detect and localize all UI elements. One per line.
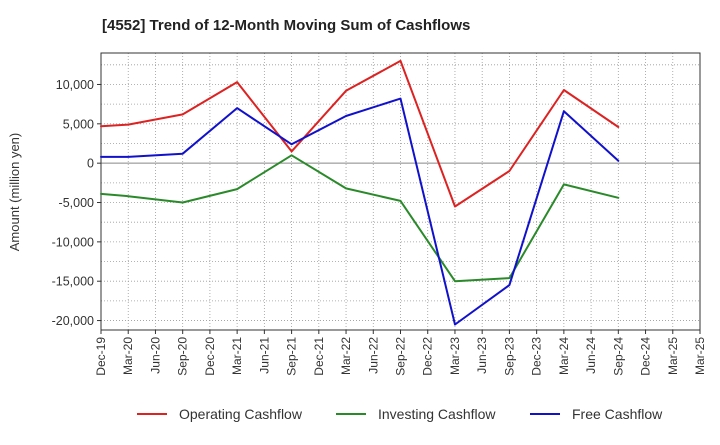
series-line-operating-cashflow bbox=[100, 59, 620, 208]
x-tick-label: Jun-23 bbox=[475, 337, 489, 374]
y-tick-label: 5,000 bbox=[63, 117, 94, 131]
legend-label: Operating Cashflow bbox=[179, 406, 303, 422]
x-tick-label: Dec-20 bbox=[203, 337, 217, 376]
legend-label: Free Cashflow bbox=[572, 406, 663, 422]
x-tick-label: Mar-24 bbox=[557, 337, 571, 375]
y-tick-label: 0 bbox=[87, 157, 94, 171]
chart-title: [4552] Trend of 12-Month Moving Sum of C… bbox=[102, 17, 470, 34]
x-tick-label: Jun-21 bbox=[257, 337, 271, 374]
x-tick-label: Mar-21 bbox=[230, 337, 244, 375]
x-tick-label: Dec-22 bbox=[421, 337, 435, 376]
x-tick-label: Sep-23 bbox=[502, 337, 516, 376]
x-tick-label: Dec-23 bbox=[530, 337, 544, 376]
x-tick-label: Mar-25 bbox=[693, 337, 707, 375]
y-axis-label: Amount (million yen) bbox=[7, 133, 22, 252]
y-tick-label: -5,000 bbox=[59, 196, 94, 210]
y-tick-label: 10,000 bbox=[56, 78, 94, 92]
plot-area: 10,0005,0000-5,000-10,000-15,000-20,000D… bbox=[52, 52, 707, 376]
x-tick-label: Jun-20 bbox=[148, 337, 162, 374]
legend: Operating Cashflow Investing Cashflow Free… bbox=[137, 406, 663, 422]
x-tick-label: Mar-22 bbox=[339, 337, 353, 375]
x-tick-label: Jun-22 bbox=[366, 337, 380, 374]
x-tick-label: Sep-20 bbox=[176, 337, 190, 376]
y-tick-label: -20,000 bbox=[52, 314, 94, 328]
x-tick-label: Sep-22 bbox=[394, 337, 408, 376]
x-tick-label: Dec-21 bbox=[312, 337, 326, 376]
x-tick-label: Jun-24 bbox=[584, 337, 598, 374]
y-tick-label: -15,000 bbox=[52, 275, 94, 289]
legend-label: Investing Cashflow bbox=[378, 406, 496, 422]
y-tick-label: -10,000 bbox=[52, 235, 94, 249]
x-tick-label: Dec-19 bbox=[94, 337, 108, 376]
x-tick-label: Sep-24 bbox=[611, 337, 625, 376]
series-line-investing-cashflow bbox=[100, 154, 620, 283]
x-tick-label: Mar-25 bbox=[666, 337, 680, 375]
x-tick-label: Sep-21 bbox=[285, 337, 299, 376]
x-tick-label: Mar-20 bbox=[121, 337, 135, 375]
x-tick-label: Mar-23 bbox=[448, 337, 462, 375]
series-line-free-cashflow bbox=[100, 97, 620, 326]
x-tick-label: Dec-24 bbox=[639, 337, 653, 376]
